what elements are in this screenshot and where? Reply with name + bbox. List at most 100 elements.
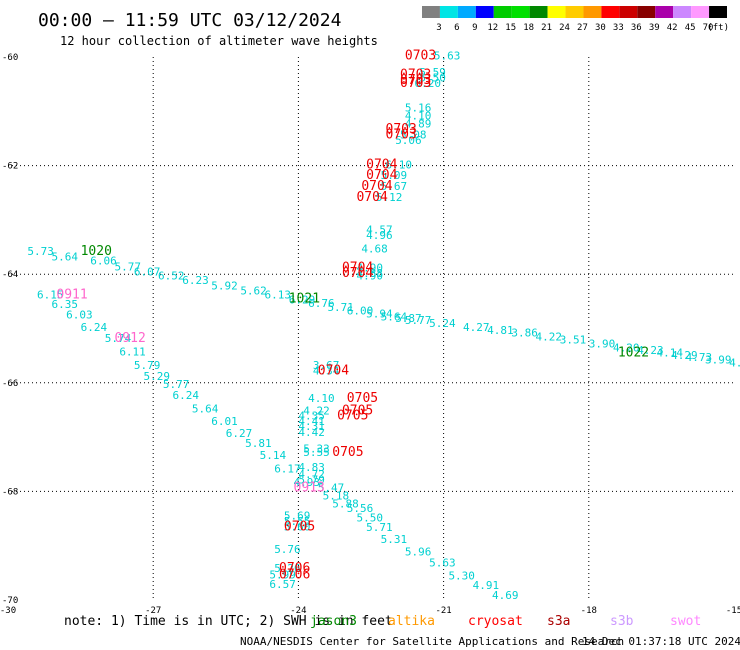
x-tick-label: -21 bbox=[435, 606, 451, 616]
wave-height-point: 6.57 bbox=[269, 578, 296, 591]
wave-height-point: 5.94 bbox=[366, 308, 393, 321]
wave-height-point: 3.51 bbox=[560, 334, 587, 347]
wave-height-point: 4.96 bbox=[366, 229, 393, 242]
pass-label: 0704 bbox=[366, 168, 397, 183]
wave-height-point: 5.64 bbox=[381, 310, 408, 323]
pass-label: 0912 bbox=[114, 331, 145, 346]
wave-height-point: 5.63 bbox=[434, 50, 461, 63]
wave-height-point: 5.77 bbox=[163, 378, 190, 391]
wave-height-point: 5.24 bbox=[429, 317, 456, 330]
wave-height-point: 5.67 bbox=[381, 180, 408, 193]
wave-height-point: 6.15 bbox=[37, 289, 64, 302]
wave-height-point: 4.31 bbox=[298, 420, 325, 433]
wave-height-point: 5.55 bbox=[284, 515, 311, 528]
wave-height-point: 4.35 bbox=[298, 410, 325, 423]
satellite-label: swot bbox=[670, 614, 701, 629]
legend-label: 45 bbox=[685, 23, 696, 33]
wave-height-point: 5.18 bbox=[323, 490, 350, 503]
wave-height-point: 5.50 bbox=[356, 511, 383, 524]
wave-height-point: 3.90 bbox=[589, 338, 616, 351]
wave-height-point: 4.57 bbox=[366, 223, 393, 236]
wave-height-point: 4.83 bbox=[298, 461, 325, 474]
wave-height-point: 5.69 bbox=[284, 510, 311, 523]
legend-label: 9 bbox=[472, 23, 477, 33]
wave-height-point: 5.14 bbox=[260, 449, 287, 462]
wave-height-point: 6.06 bbox=[90, 254, 117, 267]
wave-height-point: 3.67 bbox=[313, 359, 340, 372]
pass-label: 0703 bbox=[400, 68, 431, 83]
wave-height-point: 4.91 bbox=[473, 579, 500, 592]
wave-height-point: 4.90 bbox=[356, 261, 383, 274]
legend-swatch bbox=[637, 6, 656, 18]
pass-label: 0703 bbox=[386, 122, 417, 137]
wave-height-point: 6.52 bbox=[158, 270, 185, 283]
chart-title: 00:00 – 11:59 UTC 03/12/2024 bbox=[38, 10, 341, 31]
x-tick-label: -18 bbox=[581, 606, 597, 616]
wave-height-point: 5.76 bbox=[274, 543, 301, 556]
legend-swatch bbox=[565, 6, 584, 18]
wave-height-point: 6.03 bbox=[66, 309, 93, 322]
legend-label: 15 bbox=[505, 23, 516, 33]
wave-height-point: 3.86 bbox=[511, 327, 538, 340]
x-tick-label: -24 bbox=[290, 606, 306, 616]
wave-height-point: 4.69 bbox=[492, 589, 519, 602]
legend-swatch bbox=[511, 6, 530, 18]
y-tick-label: -70 bbox=[2, 596, 18, 606]
wave-height-point: 5.26 bbox=[274, 562, 301, 575]
wave-height-point: 5.29 bbox=[144, 370, 171, 383]
wave-height-point: 4.34 bbox=[313, 365, 340, 378]
wave-height-point: 5.64 bbox=[52, 251, 79, 264]
pass-label: 1022 bbox=[618, 346, 649, 361]
wave-height-point: 4.10 bbox=[308, 392, 335, 405]
wave-height-point: 4.89 bbox=[405, 118, 432, 131]
legend-label: 42 bbox=[667, 23, 678, 33]
footer-credit: NOAA/NESDIS Center for Satellite Applica… bbox=[240, 635, 624, 648]
pass-label: 0704 bbox=[361, 179, 392, 194]
wave-height-point: 5.73 bbox=[27, 245, 54, 258]
wave-height-point: 6.23 bbox=[182, 274, 209, 287]
wave-height-point: 5.87 bbox=[395, 312, 422, 325]
pass-label: 0704 bbox=[366, 157, 397, 172]
wave-height-point: 5.56 bbox=[347, 502, 374, 515]
satellite-legend: jason3 altika cryosat s3a s3b swot bbox=[310, 614, 701, 629]
y-tick-label: -68 bbox=[2, 487, 18, 497]
grid bbox=[8, 57, 734, 600]
pass-label: 0704 bbox=[356, 190, 387, 205]
legend-swatch bbox=[709, 6, 727, 18]
legend-swatch bbox=[691, 6, 710, 18]
wave-height-point: 5.16 bbox=[405, 101, 432, 114]
pass-label: 0706 bbox=[279, 561, 310, 576]
pass-label: 0705 bbox=[347, 391, 378, 406]
x-tick-label: -30 bbox=[0, 606, 16, 616]
wave-height-point: 5.71 bbox=[366, 521, 393, 534]
wave-height-point: 5.31 bbox=[381, 533, 408, 546]
wave-height-point: 5.47 bbox=[318, 481, 345, 494]
wave-height-point: 5.33 bbox=[303, 442, 330, 455]
legend-swatch bbox=[583, 6, 602, 18]
legend-swatch bbox=[493, 6, 512, 18]
y-tick-label: -64 bbox=[2, 270, 18, 280]
legend-swatch bbox=[475, 6, 494, 18]
wave-height-point: 4.88 bbox=[356, 267, 383, 280]
axis-ticks: -60 -62 -64 -66 -68 -70-30 -27 -24 -21 -18 -15 bbox=[0, 53, 740, 616]
wave-height-point: 4.29 bbox=[671, 349, 698, 362]
color-legend: 3 6 9 12 15 18 21 24 27 30 33 36 39 42 45 70(ft) bbox=[422, 6, 729, 33]
wave-height-point: 5.62 bbox=[240, 284, 267, 297]
wave-height-point: 5.99 bbox=[269, 568, 296, 581]
wave-height-point: 4.22 bbox=[536, 330, 563, 343]
wave-height-point: 4.68 bbox=[361, 242, 388, 255]
wave-height-point: 6.76 bbox=[308, 297, 335, 310]
pass-label: 0703 bbox=[386, 127, 417, 142]
legend-unit: (ft) bbox=[707, 23, 729, 33]
wave-height-point: 4.90 bbox=[356, 270, 383, 283]
wave-height-point: 5.60 bbox=[284, 520, 311, 533]
wave-height-point: 4.22 bbox=[303, 404, 330, 417]
pass-label: 0703 bbox=[400, 76, 431, 91]
legend-label: 33 bbox=[613, 23, 624, 33]
legend-label: 18 bbox=[523, 23, 534, 33]
pass-label: 0705 bbox=[342, 403, 373, 418]
wave-height-point: 5.09 bbox=[381, 169, 408, 182]
legend-label: 6 bbox=[454, 23, 459, 33]
legend-swatch bbox=[655, 6, 674, 18]
pass-label: 0704 bbox=[342, 260, 373, 275]
